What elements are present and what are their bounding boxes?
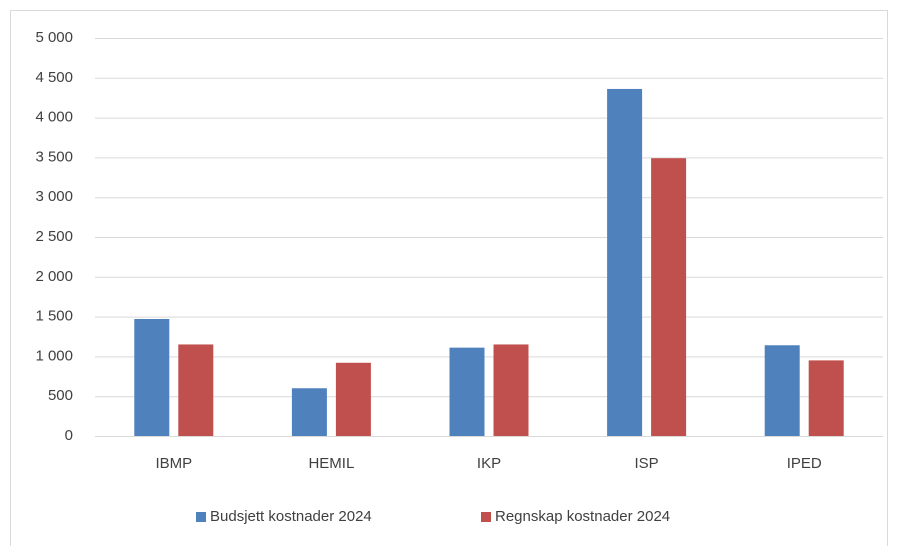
y-tick-label: 4 500	[35, 69, 73, 86]
bar	[651, 158, 687, 437]
bar	[178, 344, 214, 436]
x-tick-label: HEMIL	[308, 455, 354, 472]
legend-swatch	[481, 512, 491, 522]
legend-swatch	[196, 512, 206, 522]
bar	[335, 362, 371, 436]
x-tick-label: IPED	[787, 455, 822, 472]
bar	[134, 318, 170, 436]
y-tick-label: 3 000	[35, 188, 73, 205]
y-tick-label: 2 500	[35, 228, 73, 245]
legend-label: Budsjett kostnader 2024	[210, 508, 372, 525]
x-tick-label: ISP	[635, 455, 659, 472]
y-tick-label: 1 000	[35, 347, 73, 364]
y-tick-label: 1 500	[35, 308, 73, 325]
y-tick-label: 3 500	[35, 148, 73, 165]
y-tick-label: 0	[65, 427, 73, 444]
bar	[764, 345, 800, 436]
y-tick-label: 4 000	[35, 109, 73, 126]
bar	[449, 347, 485, 436]
x-tick-label: IBMP	[155, 455, 192, 472]
legend-label: Regnskap kostnader 2024	[495, 508, 670, 525]
x-tick-label: IKP	[477, 455, 501, 472]
bar	[808, 360, 844, 436]
chart-frame	[10, 10, 888, 546]
y-tick-label: 2 000	[35, 268, 73, 285]
bar	[607, 88, 643, 436]
bar	[291, 388, 327, 436]
y-tick-label: 500	[48, 387, 73, 404]
bar	[493, 344, 529, 436]
y-tick-label: 5 000	[35, 29, 73, 46]
